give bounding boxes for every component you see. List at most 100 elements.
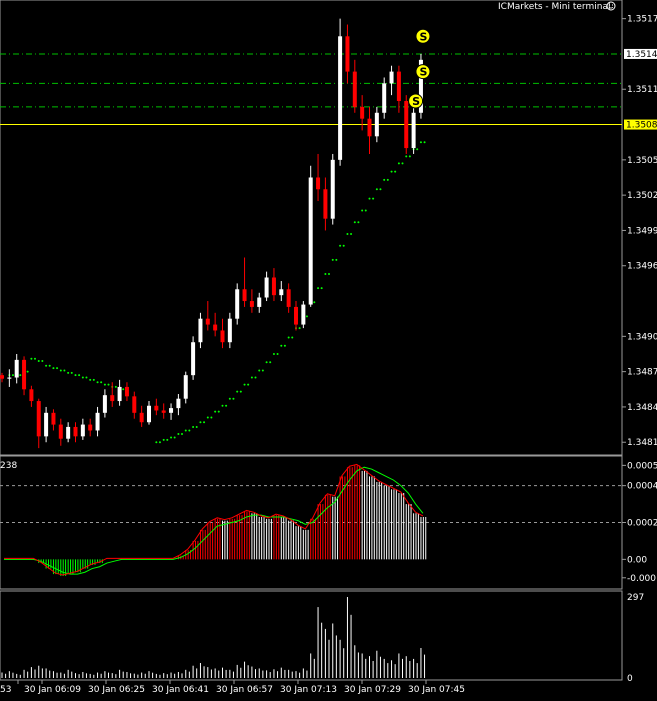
sar-dot bbox=[390, 170, 393, 173]
volume-tick-label: 297 bbox=[627, 593, 644, 603]
sar-dot bbox=[217, 410, 220, 413]
candle-bull bbox=[7, 377, 12, 379]
sar-dot bbox=[214, 410, 217, 413]
sar-dot bbox=[96, 381, 99, 384]
candle-bear bbox=[213, 324, 218, 331]
sar-dot bbox=[283, 344, 286, 347]
candle-bear bbox=[58, 424, 63, 439]
candle-bear bbox=[29, 389, 34, 402]
sar-dot bbox=[324, 272, 327, 275]
sar-dot bbox=[250, 376, 253, 379]
price-tick-label: 1.35115 bbox=[627, 85, 657, 95]
sar-dot bbox=[353, 221, 356, 224]
candle-bull bbox=[191, 342, 196, 376]
candle-bull bbox=[14, 359, 19, 378]
sar-dot bbox=[206, 416, 209, 419]
candle-bull bbox=[176, 398, 181, 409]
sar-dot bbox=[67, 371, 70, 374]
sar-dot bbox=[258, 369, 261, 372]
time-tick-label: 53 bbox=[0, 685, 11, 695]
current-price-label: 1.35085 bbox=[626, 121, 657, 131]
level-price-label: 1.35145 bbox=[626, 50, 657, 60]
sar-dot bbox=[243, 383, 246, 386]
candle-bear bbox=[249, 301, 254, 307]
candle-bear bbox=[0, 375, 4, 379]
sar-dot bbox=[364, 209, 367, 212]
sar-dot bbox=[272, 352, 275, 355]
sar-dot bbox=[372, 197, 375, 200]
candle-bear bbox=[139, 412, 144, 423]
sar-dot bbox=[357, 221, 360, 224]
time-tick-label: 30 Jan 06:41 bbox=[152, 685, 209, 695]
candle-bull bbox=[338, 36, 343, 160]
sar-dot bbox=[331, 258, 334, 261]
candle-bear bbox=[367, 118, 372, 137]
sar-dot bbox=[107, 383, 110, 386]
price-tick-label: 1.34995 bbox=[627, 226, 657, 236]
candle-bull bbox=[308, 177, 313, 305]
candle-bear bbox=[271, 277, 276, 296]
sar-dot bbox=[74, 374, 77, 377]
sar-dot bbox=[350, 232, 353, 235]
sar-dot bbox=[368, 197, 371, 200]
main-panel-frame bbox=[0, 0, 623, 456]
sar-dot bbox=[383, 178, 386, 181]
time-tick-label: 30 Jan 06:09 bbox=[24, 685, 81, 695]
price-tick-label: 1.35055 bbox=[627, 156, 657, 166]
candle-bull bbox=[117, 386, 122, 402]
sell-signal-label: S bbox=[412, 95, 420, 108]
sar-dot bbox=[89, 378, 92, 381]
sar-dot bbox=[247, 383, 250, 386]
sar-dot bbox=[158, 441, 161, 444]
candle-bear bbox=[22, 359, 27, 390]
sar-dot bbox=[56, 367, 59, 370]
sar-dot bbox=[48, 364, 51, 367]
sar-dot bbox=[52, 367, 55, 370]
smiley-icon bbox=[606, 1, 616, 11]
volume-tick-label: 0 bbox=[627, 674, 633, 684]
sar-dot bbox=[298, 327, 301, 330]
sar-dot bbox=[155, 441, 158, 444]
candle-bear bbox=[404, 101, 409, 149]
candle-bull bbox=[389, 71, 394, 84]
sar-dot bbox=[177, 432, 180, 435]
sar-dot bbox=[265, 361, 268, 364]
sar-dot bbox=[78, 374, 81, 377]
candle-bear bbox=[205, 318, 210, 325]
sar-dot bbox=[320, 287, 323, 290]
candle-bull bbox=[183, 375, 188, 399]
sar-dot bbox=[342, 244, 345, 247]
candle-bull bbox=[102, 395, 107, 413]
osc-tick-label: 0.0002 bbox=[627, 519, 657, 529]
current-price-badge bbox=[624, 119, 657, 130]
sar-dot bbox=[236, 390, 239, 393]
candle-bear bbox=[161, 410, 166, 413]
candle-bear bbox=[220, 330, 225, 343]
sar-dot bbox=[239, 390, 242, 393]
candle-bear bbox=[88, 424, 93, 431]
sar-dot bbox=[192, 425, 195, 428]
sar-dot bbox=[305, 315, 308, 318]
candle-bear bbox=[396, 71, 401, 102]
candle-bear bbox=[316, 177, 321, 190]
sar-dot bbox=[59, 369, 62, 372]
osc-tick-label: 0.00 bbox=[627, 555, 647, 565]
time-tick-label: 30 Jan 06:25 bbox=[88, 685, 145, 695]
sar-dot bbox=[26, 370, 29, 373]
sar-dot bbox=[313, 301, 316, 304]
sell-signal-badge bbox=[415, 28, 431, 44]
sar-dot bbox=[30, 357, 33, 360]
price-tick-label: 1.34845 bbox=[627, 403, 657, 413]
candle-bull bbox=[169, 408, 174, 413]
time-tick-label: 30 Jan 07:13 bbox=[280, 685, 337, 695]
sar-dot bbox=[166, 438, 169, 441]
sar-dot bbox=[339, 244, 342, 247]
candle-bull bbox=[66, 426, 71, 439]
sar-dot bbox=[405, 155, 408, 158]
candle-bull bbox=[279, 289, 284, 296]
candle-bear bbox=[286, 289, 291, 307]
candle-bear bbox=[294, 306, 298, 325]
sar-dot bbox=[328, 272, 330, 275]
sar-dot bbox=[203, 421, 206, 424]
